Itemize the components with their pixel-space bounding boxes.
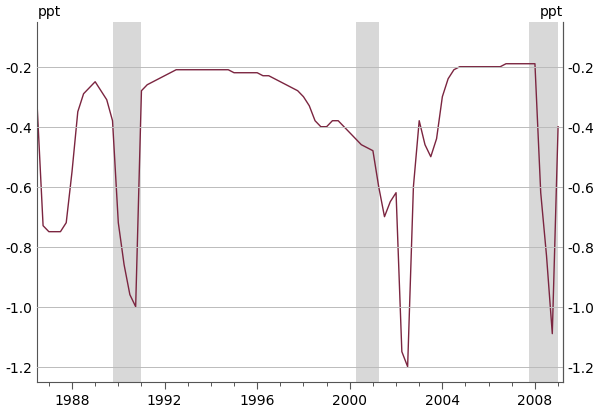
Bar (113, 23, 142, 382)
Bar (529, 23, 558, 382)
Bar (356, 23, 379, 382)
Text: ppt: ppt (37, 5, 61, 19)
Text: ppt: ppt (539, 5, 563, 19)
